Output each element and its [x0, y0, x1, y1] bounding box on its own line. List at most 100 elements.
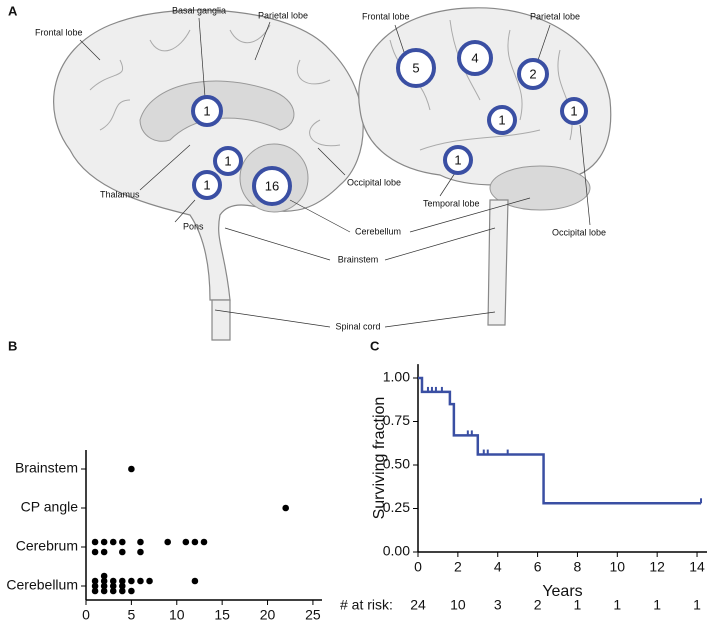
data-point: [91, 587, 99, 595]
x-tick-label: 15: [214, 607, 230, 623]
x-tick-label: 0: [82, 607, 90, 623]
data-point: [119, 582, 126, 590]
region-label: Parietal lobe: [258, 10, 308, 20]
count-circle: [191, 95, 223, 127]
data-point: [100, 582, 108, 590]
x-tick-label: 0: [414, 559, 422, 575]
at-risk-count: 1: [613, 597, 621, 613]
x-tick-label: 10: [169, 607, 185, 623]
right-brain-labels: Frontal lobe Parietal lobe Temporal lobe…: [362, 11, 606, 237]
data-point: [191, 538, 199, 546]
region-label: Occipital lobe: [552, 227, 606, 237]
data-point: [137, 548, 144, 556]
leader-lines: [79, 17, 591, 328]
x-tick-label: 10: [610, 559, 626, 575]
data-point: [119, 548, 126, 556]
data-point: [109, 538, 117, 546]
count-circle: [252, 166, 292, 206]
x-tick-label: 5: [127, 607, 135, 623]
data-point: [91, 577, 99, 585]
count-circle: [517, 58, 549, 90]
count-circle: [443, 145, 473, 175]
x-tick-label: 14: [689, 559, 705, 575]
data-point: [182, 538, 190, 546]
data-point: [100, 572, 108, 580]
data-point: [100, 548, 108, 556]
data-point: [91, 582, 99, 590]
data-point: [282, 504, 289, 512]
data-point: [128, 577, 135, 585]
x-tick-label: 12: [649, 559, 665, 575]
region-label: Temporal lobe: [423, 198, 480, 208]
count-circle: [457, 40, 493, 76]
count-label: 4: [471, 50, 478, 65]
count-label: 1: [498, 112, 505, 127]
region-label: Basal ganglia: [172, 5, 226, 15]
left-brain-labels: Basal ganglia Parietal lobe Frontal lobe…: [35, 5, 401, 331]
risk-label: # at risk:: [340, 597, 393, 613]
data-point: [119, 538, 126, 546]
data-point: [100, 577, 108, 585]
data-point: [100, 538, 108, 546]
data-point: [146, 577, 153, 585]
y-tick-label: Brainstem: [15, 460, 78, 476]
at-risk-count: 10: [450, 597, 466, 613]
count-label: 1: [454, 152, 461, 167]
y-tick-label: 0.75: [383, 412, 410, 428]
region-label: Parietal lobe: [530, 11, 580, 21]
y-tick-label: Cerebrum: [16, 538, 78, 554]
data-point: [128, 465, 135, 473]
data-point: [200, 538, 208, 546]
x-tick-label: 8: [574, 559, 582, 575]
data-point: [137, 577, 144, 585]
count-label: 16: [265, 178, 279, 193]
region-label: Pons: [183, 221, 204, 231]
y-axis-title: Surviving fraction: [371, 397, 388, 520]
x-tick-label: 20: [260, 607, 276, 623]
region-label: Brainstem: [338, 254, 379, 264]
y-tick-label: 0.50: [383, 456, 410, 472]
data-point: [100, 587, 108, 595]
y-tick-label: CP angle: [21, 499, 79, 515]
count-label: 1: [203, 177, 210, 192]
panel-letter: A: [8, 3, 18, 18]
y-tick-label: Cerebellum: [6, 577, 78, 593]
data-point: [119, 577, 126, 585]
panel-letter: C: [370, 338, 380, 353]
region-label: Occipital lobe: [347, 177, 401, 187]
data-point: [109, 587, 117, 595]
count-circle: [487, 105, 517, 135]
region-label: Cerebellum: [355, 226, 401, 236]
data-point: [109, 582, 117, 590]
survival-curve: [418, 376, 702, 505]
y-tick-label: 0.00: [383, 543, 410, 559]
data-point: [191, 577, 199, 585]
count-circle: [560, 97, 588, 125]
count-markers: 1 1 1 16 5 4 2 1 1 1: [191, 40, 588, 206]
count-circle: [396, 48, 436, 88]
data-point: [91, 538, 99, 546]
at-risk-count: 1: [653, 597, 661, 613]
data-point: [164, 538, 171, 546]
count-circle: [192, 170, 222, 200]
count-label: 1: [570, 103, 577, 118]
data-point: [109, 577, 117, 585]
x-tick-label: 6: [534, 559, 542, 575]
region-label: Frontal lobe: [362, 11, 410, 21]
data-point: [137, 538, 144, 546]
x-tick-label: 25: [305, 607, 321, 623]
region-label: Frontal lobe: [35, 27, 83, 37]
count-label: 2: [529, 66, 536, 81]
y-tick-label: 0.25: [383, 499, 410, 515]
at-risk-count: 3: [494, 597, 502, 613]
at-risk-count: 1: [693, 597, 701, 613]
panel-letter: B: [8, 338, 17, 353]
region-label: Thalamus: [100, 189, 140, 199]
y-tick-label: 1.00: [383, 369, 410, 385]
region-label: Spinal cord: [335, 321, 380, 331]
count-label: 5: [412, 60, 419, 75]
data-point: [128, 587, 135, 595]
x-tick-label: 2: [454, 559, 462, 575]
at-risk-count: 2: [534, 597, 542, 613]
